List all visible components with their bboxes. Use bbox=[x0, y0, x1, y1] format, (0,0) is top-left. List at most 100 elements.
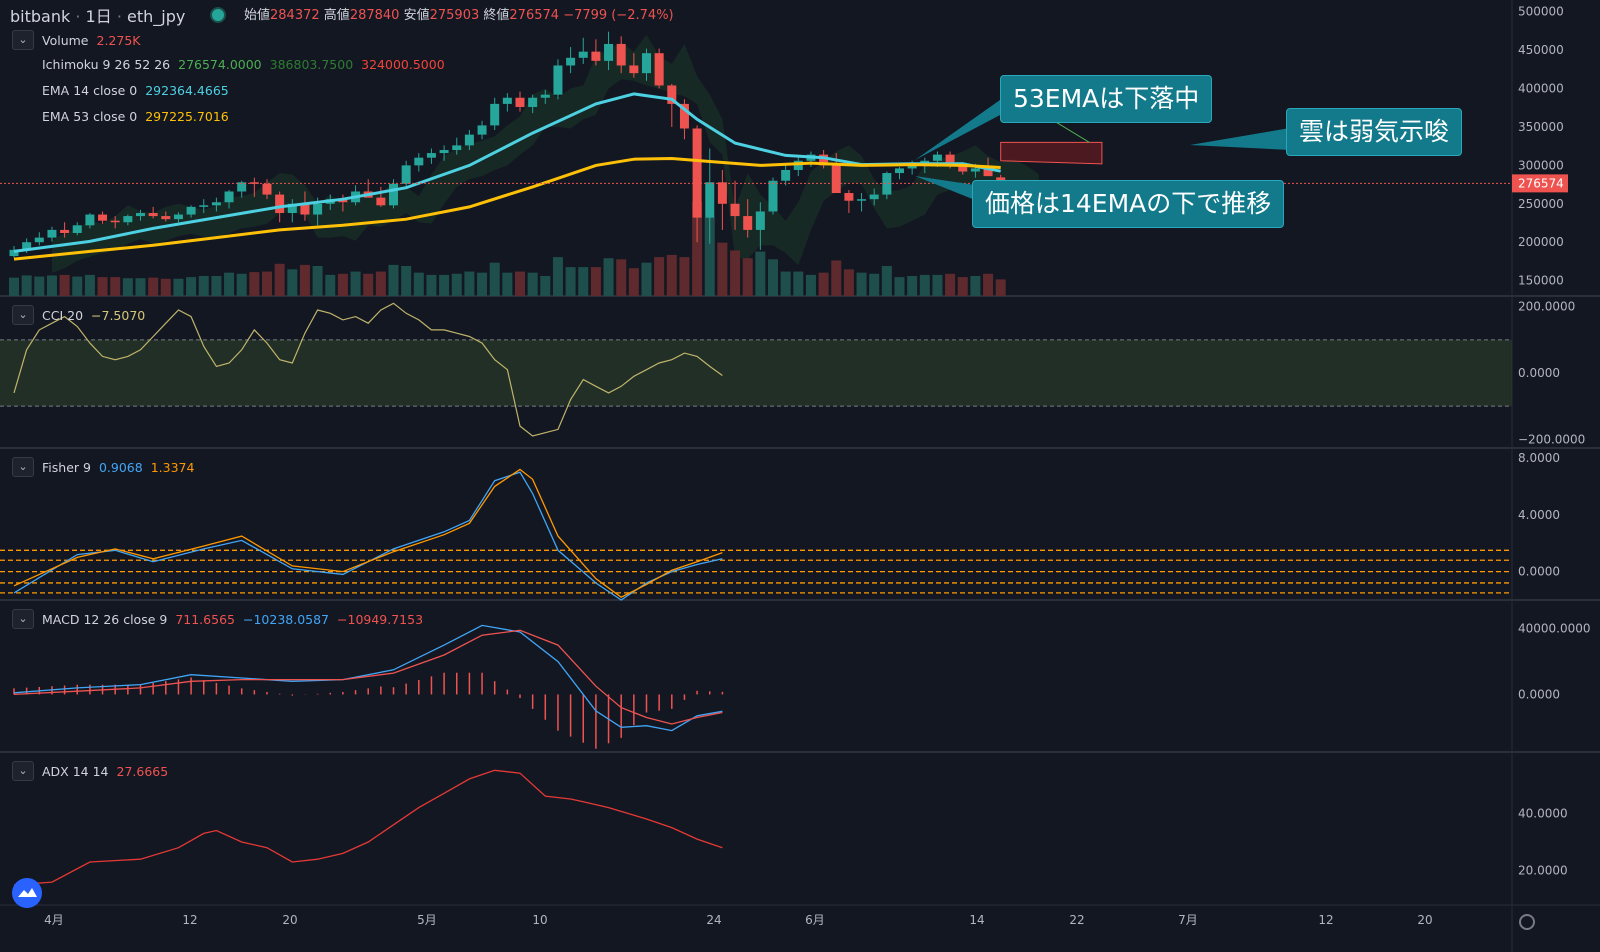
low-value: 275903 bbox=[429, 8, 480, 23]
interval-label[interactable]: 1日 bbox=[85, 7, 112, 26]
candle-body bbox=[401, 165, 411, 184]
volume-bar bbox=[337, 273, 348, 296]
macd-value-3: −10949.7153 bbox=[337, 611, 424, 627]
volume-bar bbox=[957, 277, 968, 296]
annotation-pointer bbox=[915, 176, 975, 200]
fisher-label: Fisher 9 bbox=[42, 459, 91, 475]
low-label: 安値 bbox=[403, 8, 430, 23]
volume-bar bbox=[666, 254, 677, 296]
close-label: 終値 bbox=[483, 8, 510, 23]
high-value: 287840 bbox=[349, 8, 400, 23]
volume-bar bbox=[46, 275, 57, 296]
annotation-price[interactable]: 価格は14EMAの下で推移 bbox=[972, 180, 1285, 228]
ohlc-readout: 始値284372 高値287840 安値275903 終値276574 −779… bbox=[244, 4, 674, 23]
chevron-down-icon[interactable]: ⌄ bbox=[12, 305, 34, 325]
indicator-tick-label: 0.0000 bbox=[1518, 565, 1560, 579]
candle-body bbox=[477, 125, 487, 135]
volume-bar bbox=[565, 267, 576, 296]
candle-body bbox=[932, 154, 942, 161]
candle-body bbox=[490, 103, 500, 126]
candle-body bbox=[604, 43, 614, 61]
candle-body bbox=[768, 180, 778, 212]
candle-body bbox=[287, 203, 297, 214]
fisher-value-2: 1.3374 bbox=[150, 459, 195, 475]
ichimoku-cloud bbox=[52, 34, 1039, 273]
volume-bar bbox=[426, 274, 437, 296]
candle-body bbox=[173, 214, 183, 220]
time-tick-label: 7月 bbox=[1178, 913, 1198, 927]
chevron-down-icon[interactable]: ⌄ bbox=[12, 30, 34, 50]
candle-body bbox=[945, 154, 955, 166]
volume-bar bbox=[186, 277, 197, 296]
volume-bar bbox=[287, 269, 298, 296]
tradingview-logo-icon[interactable] bbox=[12, 878, 42, 908]
volume-bar bbox=[135, 278, 146, 296]
annotation-ema53[interactable]: 53EMAは下落中 bbox=[1000, 75, 1213, 123]
candle-body bbox=[98, 214, 108, 221]
candle-body bbox=[414, 157, 424, 166]
macd-label: MACD 12 26 close 9 bbox=[42, 611, 168, 627]
volume-bar bbox=[616, 259, 627, 296]
last-price-tag bbox=[1512, 174, 1568, 193]
volume-bar bbox=[110, 277, 121, 296]
chevron-down-icon[interactable]: ⌄ bbox=[12, 609, 34, 629]
candle-body bbox=[211, 202, 221, 206]
candle-body bbox=[249, 182, 259, 184]
volume-bar bbox=[945, 273, 956, 296]
volume-bar bbox=[881, 266, 892, 296]
volume-bar bbox=[780, 271, 791, 296]
volume-bar bbox=[97, 277, 108, 296]
annotation-cloud[interactable]: 雲は弱気示唆 bbox=[1286, 108, 1463, 156]
candle-body bbox=[895, 168, 904, 174]
candle-body bbox=[389, 183, 398, 206]
candle-body bbox=[34, 237, 44, 243]
indicator-tick-label: 0.0000 bbox=[1518, 687, 1560, 701]
volume-bar bbox=[742, 258, 753, 296]
volume-label: Volume bbox=[42, 32, 89, 48]
volume-bar bbox=[856, 272, 867, 296]
fisher-legend: ⌄ Fisher 9 0.9068 1.3374 bbox=[12, 457, 194, 477]
chevron-down-icon[interactable]: ⌄ bbox=[12, 457, 34, 477]
ema14-label: EMA 14 close 0 bbox=[42, 83, 138, 98]
candle-body bbox=[9, 249, 19, 257]
ema53-value: 297225.7016 bbox=[145, 109, 229, 124]
symbol-name[interactable]: eth_jpy bbox=[127, 7, 186, 26]
volume-bar bbox=[995, 279, 1006, 296]
macd-line bbox=[13, 624, 723, 732]
candle-body bbox=[958, 165, 968, 172]
volume-bar bbox=[413, 272, 424, 296]
time-tick-label: 4月 bbox=[44, 913, 64, 927]
cci-value: −7.5070 bbox=[91, 307, 146, 323]
volume-bar bbox=[401, 266, 412, 296]
indicator-tick-label: 200.0000 bbox=[1518, 300, 1575, 314]
candle-body bbox=[528, 97, 538, 107]
volume-bar bbox=[932, 274, 943, 296]
adx-label: ADX 14 14 bbox=[42, 763, 109, 779]
volume-bar bbox=[236, 273, 247, 296]
indicator-tick-label: 20.0000 bbox=[1518, 864, 1568, 878]
candle-body bbox=[502, 97, 512, 104]
candle-body bbox=[831, 165, 841, 194]
ema53-legend: EMA 53 close 0 297225.7016 bbox=[42, 109, 229, 124]
candle-body bbox=[907, 165, 917, 169]
candle-body bbox=[186, 206, 196, 215]
volume-bar bbox=[641, 262, 652, 296]
ichimoku-legend: Ichimoku 9 26 52 26 276574.0000 386803.7… bbox=[42, 57, 445, 72]
candle-body bbox=[148, 213, 158, 217]
candle-body bbox=[642, 53, 651, 74]
cci-line bbox=[13, 302, 723, 437]
volume-bar bbox=[730, 250, 741, 296]
candle-body bbox=[161, 216, 171, 220]
volume-bar bbox=[173, 278, 184, 296]
candle-body bbox=[237, 182, 247, 192]
cci-band bbox=[0, 339, 1512, 407]
ichimoku-value-2: 386803.7500 bbox=[269, 57, 354, 72]
time-tick-label: 20 bbox=[1417, 913, 1432, 927]
candle-body bbox=[426, 153, 436, 158]
volume-bar bbox=[628, 268, 639, 296]
chevron-down-icon[interactable]: ⌄ bbox=[12, 761, 34, 781]
candle-body bbox=[566, 57, 576, 66]
adx-value: 27.6665 bbox=[116, 763, 169, 779]
candle-body bbox=[882, 173, 892, 195]
